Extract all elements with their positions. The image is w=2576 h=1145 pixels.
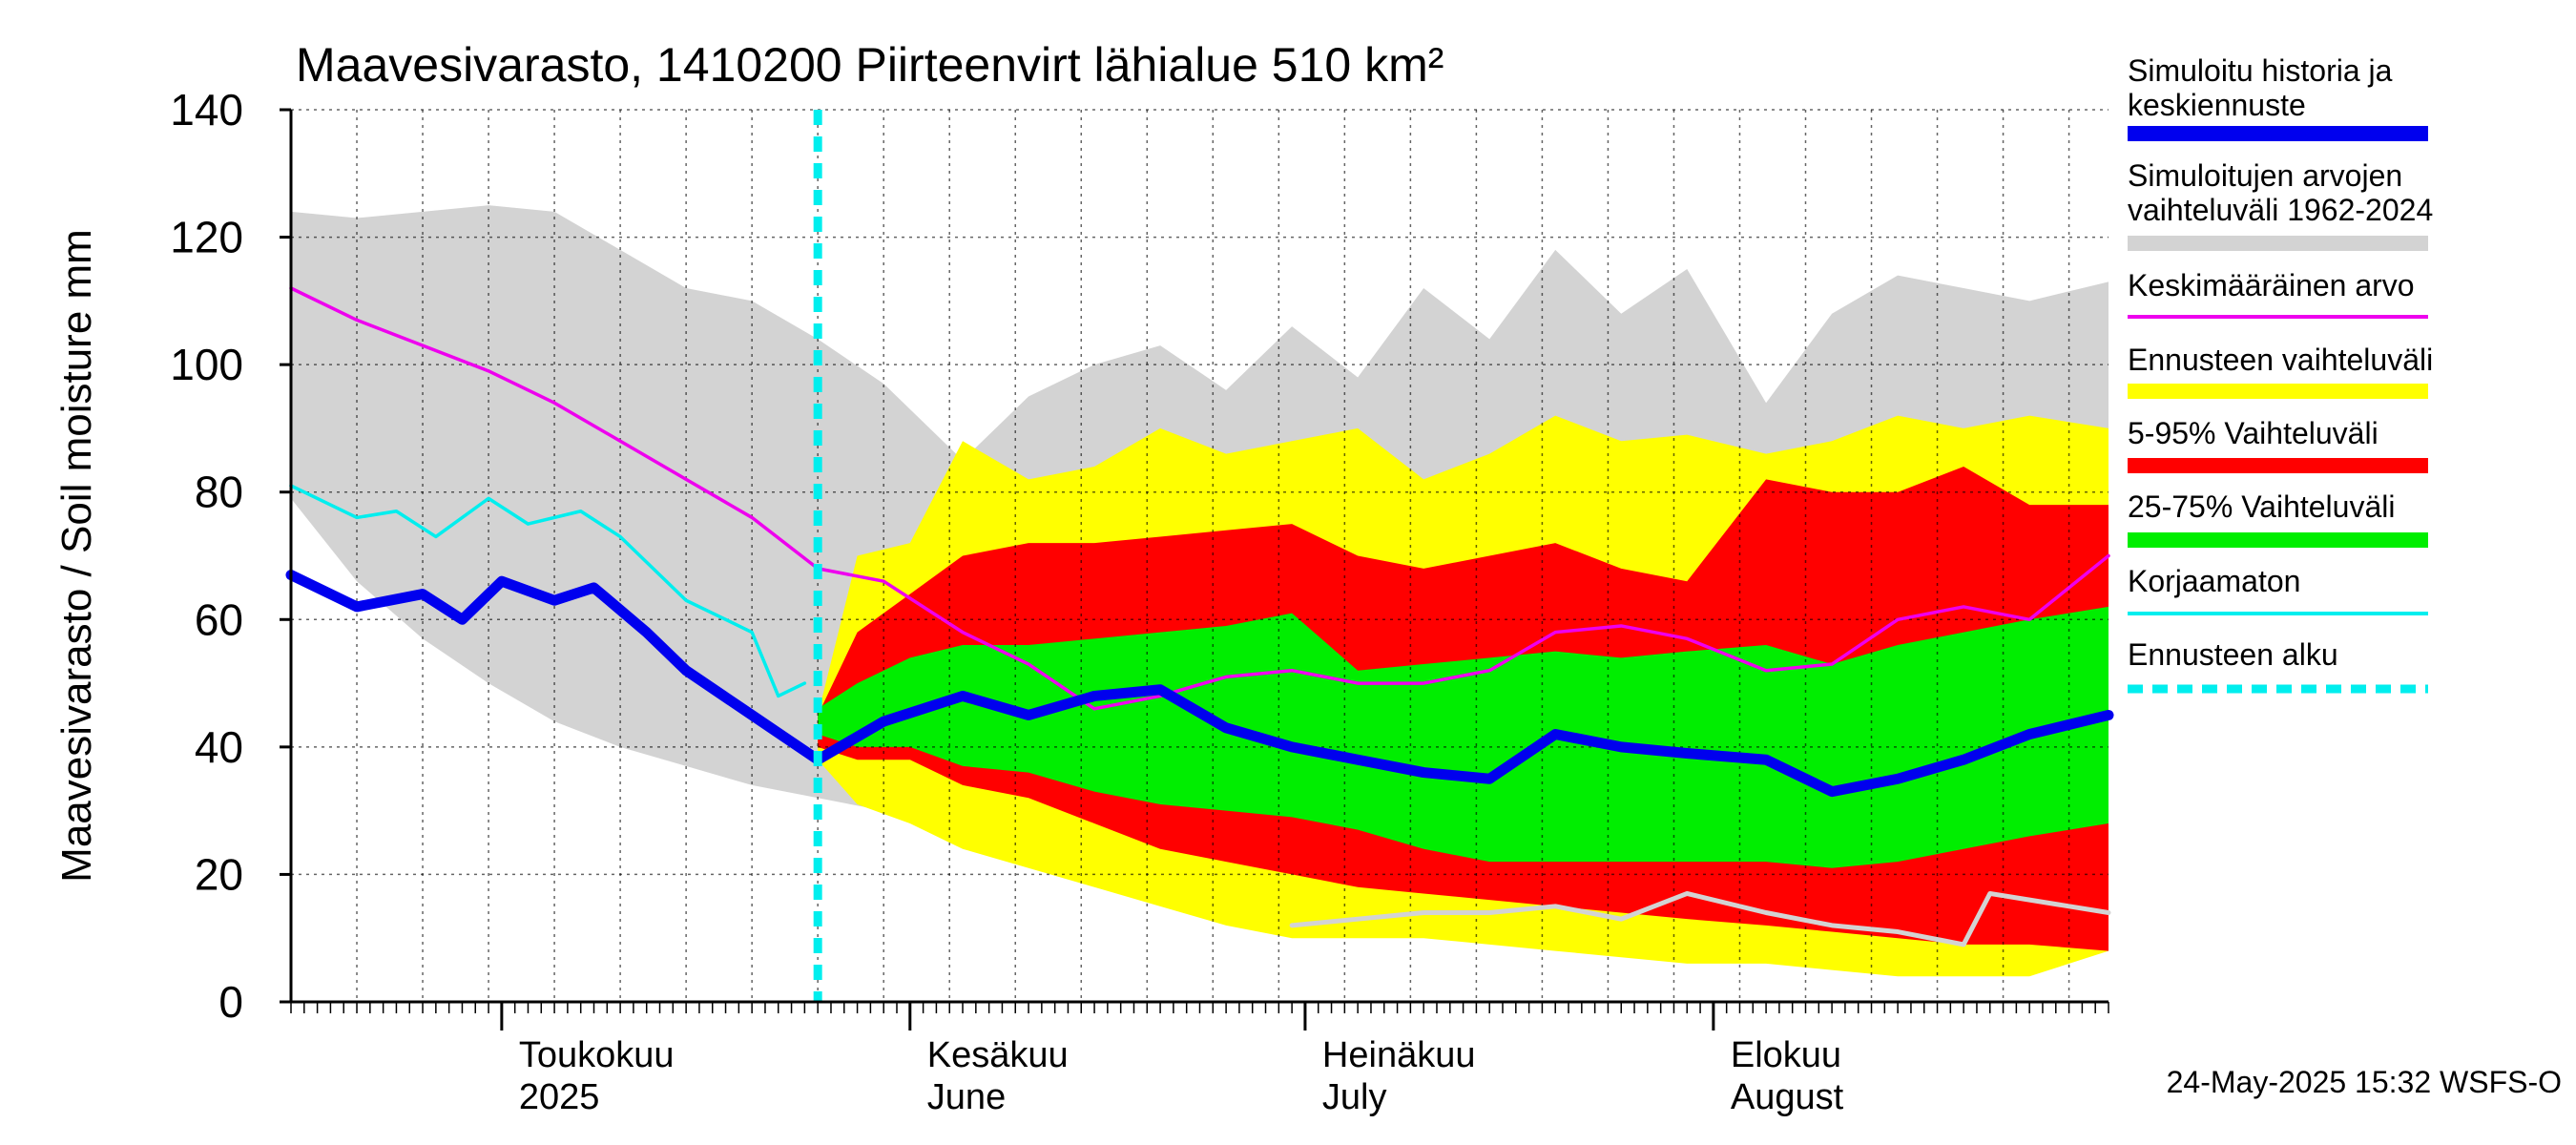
legend-label-3: Keskimääräinen arvo (2128, 268, 2415, 302)
legend-label-4: Ennusteen vaihteluväli (2128, 343, 2433, 377)
plot-area (285, 109, 2114, 1003)
y-tick-label: 80 (195, 468, 243, 517)
x-tick-label-fi: Kesäkuu (927, 1035, 1069, 1075)
legend-label-1: Simuloitu historia ja keskiennuste (2128, 53, 2393, 122)
y-tick-label: 140 (170, 85, 243, 135)
legend-label-7: Korjaamaton (2128, 564, 2300, 598)
y-tick-label: 0 (218, 977, 243, 1027)
x-tick-label-fi: Toukokuu (519, 1035, 675, 1075)
legend-label-6: 25-75% Vaihteluväli (2128, 489, 2395, 524)
x-tick-label-fi: Elokuu (1731, 1035, 1841, 1075)
legend-label-2: Simuloitujen arvojen vaihteluväli 1962-20… (2128, 158, 2433, 227)
y-tick-label: 40 (195, 722, 243, 772)
legend: Simuloitu historia ja keskiennuste Simuloi… (2128, 53, 2433, 694)
y-tick-label: 100 (170, 340, 243, 389)
legend-label-8: Ennusteen alku (2128, 637, 2338, 672)
y-tick-label: 120 (170, 213, 243, 262)
chart-title: Maavesivarasto, 1410200 Piirteenvirt läh… (296, 38, 1444, 92)
legend-label-5: 5-95% Vaihteluväli (2128, 416, 2379, 450)
x-tick-label-fi: Heinäkuu (1322, 1035, 1476, 1075)
timestamp-footer: 24-May-2025 15:32 WSFS-O (2167, 1065, 2562, 1099)
line-simulated-history-and-median-forecast (285, 570, 2114, 798)
y-tick-label: 20 (195, 849, 243, 899)
x-tick-label-en: July (1322, 1077, 1387, 1117)
line-uncorrected-forecast (1289, 890, 2111, 947)
y-axis-label: Maavesivarasto / Soil moisture mm (53, 229, 100, 883)
y-tick-label: 60 (195, 594, 243, 644)
x-tick-label-en: June (927, 1077, 1006, 1117)
x-tick-label-en: August (1731, 1077, 1844, 1117)
x-tick-label-en: 2025 (519, 1077, 600, 1117)
line-uncorrected (289, 484, 807, 698)
band-25-75-range (818, 606, 2109, 868)
line-mean (289, 286, 2110, 711)
